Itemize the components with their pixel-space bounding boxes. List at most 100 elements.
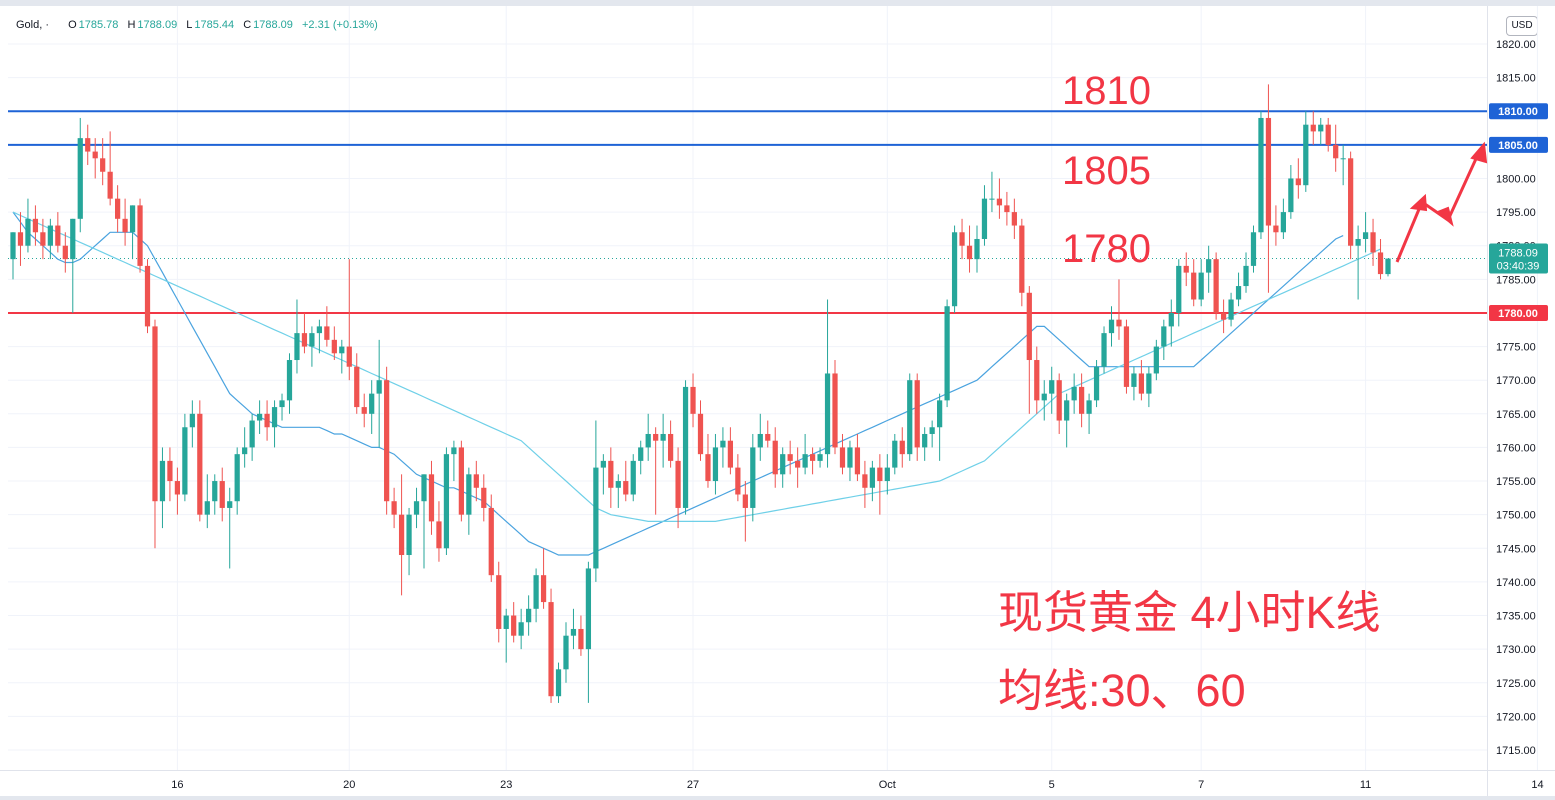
annotation-1810: 1810 xyxy=(1062,69,1151,113)
candle-body xyxy=(944,306,950,401)
candle-body xyxy=(690,386,696,414)
candle-body xyxy=(122,218,128,233)
candle-body xyxy=(1041,393,1047,401)
candle-body xyxy=(705,454,711,482)
candle-body xyxy=(354,366,360,408)
price-tick-label: 1740.00 xyxy=(1496,577,1536,589)
price-tick-label: 1775.00 xyxy=(1496,342,1536,354)
candle-body xyxy=(533,575,539,609)
candle-body xyxy=(787,454,793,461)
candle-body xyxy=(1019,225,1025,293)
candle-body xyxy=(47,225,53,246)
candle-body xyxy=(1228,299,1234,320)
candle-body xyxy=(1176,265,1182,313)
last-price-label: 1788.09 xyxy=(1498,248,1538,260)
candle-body xyxy=(1243,265,1249,287)
candle-body xyxy=(346,346,352,367)
candle-body xyxy=(219,481,225,508)
countdown-timer: 03:40:39 xyxy=(1497,261,1540,273)
candle-body xyxy=(1370,232,1376,253)
candle-body xyxy=(398,514,405,556)
candle-body xyxy=(1191,272,1197,300)
candle-body xyxy=(324,326,330,340)
time-tick-label: 14 xyxy=(1531,779,1543,791)
candle-body xyxy=(384,380,390,502)
price-tag-label: 1805.00 xyxy=(1498,140,1538,152)
price-tag-label: 1810.00 xyxy=(1498,106,1538,118)
price-tick-label: 1750.00 xyxy=(1496,510,1536,522)
candle-body xyxy=(1258,117,1264,233)
price-tick-label: 1725.00 xyxy=(1496,678,1536,690)
candle-body xyxy=(727,440,734,468)
candle-body xyxy=(996,198,1003,206)
candle-body xyxy=(189,413,195,428)
candle-body xyxy=(481,487,487,508)
candle-body xyxy=(667,433,674,461)
candle-body xyxy=(824,373,831,455)
candle-body xyxy=(174,481,181,495)
candle-body xyxy=(1146,373,1152,394)
candle-body xyxy=(1071,386,1077,401)
candle-body xyxy=(877,467,883,482)
candle-body xyxy=(279,400,285,408)
top-border xyxy=(0,0,1555,6)
candle-body xyxy=(638,447,644,461)
candle-body xyxy=(413,501,420,515)
candle-body xyxy=(1385,258,1391,275)
time-tick-label: 7 xyxy=(1198,779,1204,791)
candle-body xyxy=(1355,238,1361,246)
candle-body xyxy=(735,467,741,495)
candle-body xyxy=(750,447,756,508)
time-tick-label: 27 xyxy=(687,779,699,791)
ma-60-line xyxy=(12,211,1381,522)
price-tag-1788.09 xyxy=(1489,243,1548,274)
candle-body xyxy=(1310,124,1316,132)
candle-body xyxy=(1295,178,1301,186)
candle-body xyxy=(981,198,988,239)
price-tick-label: 1730.00 xyxy=(1496,644,1536,656)
close-label: C xyxy=(243,19,252,31)
candle-body xyxy=(1056,380,1062,421)
candle-body xyxy=(615,481,621,488)
horizontal-lines xyxy=(8,110,1487,314)
candle-body xyxy=(518,622,524,636)
candle-body xyxy=(907,380,913,455)
forecast-arrows xyxy=(1395,141,1488,263)
candle-body xyxy=(1377,252,1384,275)
candle-body xyxy=(294,333,300,361)
candle-body xyxy=(1108,319,1115,334)
candle-body xyxy=(1153,346,1159,374)
candle-body xyxy=(1026,292,1032,361)
candle-body xyxy=(503,615,509,629)
candle-body xyxy=(77,138,83,219)
candle-body xyxy=(204,501,210,515)
price-tick-label: 1735.00 xyxy=(1496,611,1536,623)
candle-body xyxy=(466,474,472,515)
candle-body xyxy=(600,460,606,468)
candle-body xyxy=(234,454,240,502)
annotation-1780: 1780 xyxy=(1062,227,1151,271)
candle-body xyxy=(406,514,412,556)
candle-body xyxy=(712,447,719,482)
candle-body xyxy=(316,326,323,334)
candle-body xyxy=(1280,212,1286,233)
candle-body xyxy=(1049,380,1055,394)
candle-body xyxy=(630,460,636,495)
candle-body xyxy=(765,433,771,441)
candle-body xyxy=(1273,225,1279,233)
candle-body xyxy=(802,454,808,468)
moving-averages xyxy=(12,211,1381,556)
time-axis[interactable]: 16202327Oct57111418212528 xyxy=(171,779,1555,791)
candle-body xyxy=(137,205,143,266)
symbol-label[interactable]: Gold, · xyxy=(16,19,50,31)
candle-body xyxy=(286,360,293,401)
price-tick-label: 1715.00 xyxy=(1496,745,1536,757)
candle-body xyxy=(256,413,263,421)
candle-body xyxy=(32,218,39,233)
candle-body xyxy=(264,413,270,428)
candle-body xyxy=(1340,158,1346,160)
candle-body xyxy=(70,218,76,260)
candle-body xyxy=(182,427,188,495)
